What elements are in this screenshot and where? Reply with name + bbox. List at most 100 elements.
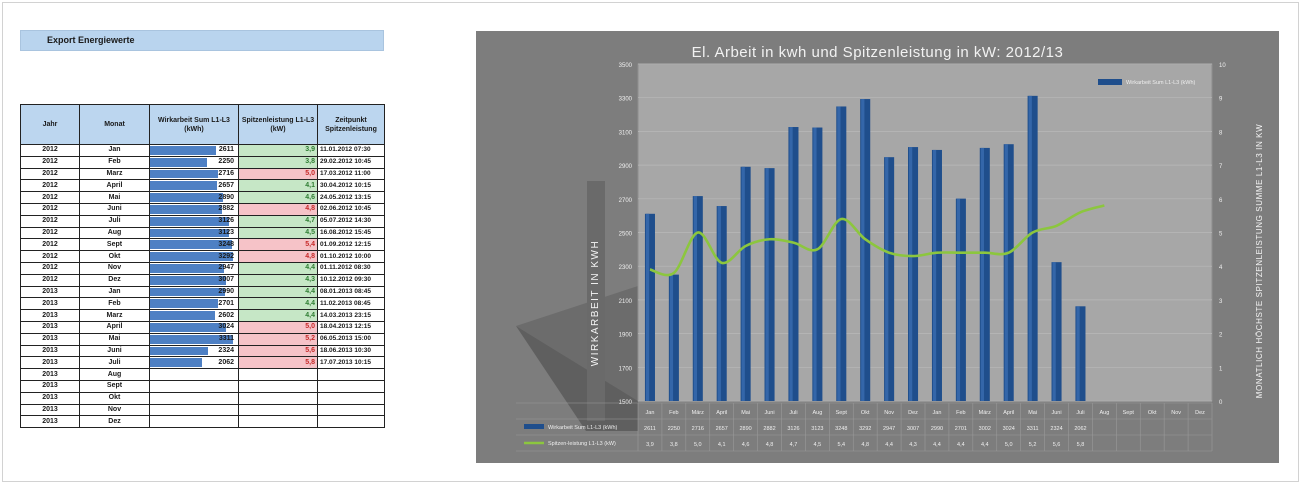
chart-panel: 3500 3300 3100 2900 2700 2500 2300 2100 1900 1700… xyxy=(476,31,1279,463)
y2-tick-label: 1 xyxy=(1219,366,1223,372)
peak-data-label: 4,7 xyxy=(790,442,798,448)
work-databar xyxy=(150,181,217,191)
y-axis-title-backplate xyxy=(587,181,605,421)
cell-time: 18.04.2013 12:15 xyxy=(317,320,385,334)
cell-year: 2012 xyxy=(20,155,80,169)
bar xyxy=(931,149,942,401)
y2-axis-title: MONATLICH HÖCHSTE SPITZENLEISTUNG SUMME … xyxy=(1255,124,1264,398)
cell-peak: 5,0 xyxy=(238,320,318,334)
cell-year: 2012 xyxy=(20,273,80,287)
work-value: 2324 xyxy=(218,346,234,354)
cell-month: Juni xyxy=(79,202,150,216)
cell-year: 2013 xyxy=(20,344,80,358)
bar-highlight xyxy=(669,274,674,401)
chart-title: El. Arbeit in kwh und Spitzenleistung in… xyxy=(691,44,1064,61)
bar xyxy=(1051,262,1062,401)
cell-peak: 5,0 xyxy=(238,167,318,181)
cell-peak: 5,4 xyxy=(238,238,318,252)
table-row: 2012 Sept 3248 5,4 01.09.2012 12:15 xyxy=(20,238,385,252)
work-data-label: 2324 xyxy=(1050,426,1062,432)
x-tick-label: Dez xyxy=(908,410,918,416)
cell-peak xyxy=(238,368,318,381)
bar xyxy=(1075,306,1086,401)
cell-year: 2013 xyxy=(20,320,80,334)
cell-work: 3292 xyxy=(149,250,239,263)
cell-year: 2012 xyxy=(20,191,80,204)
y2-tick-label: 4 xyxy=(1219,265,1223,271)
bar xyxy=(955,198,966,401)
x-tick-label: Juli xyxy=(1076,410,1084,416)
x-tick-label: Juli xyxy=(789,410,797,416)
table-row: 2012 Juni 2882 4,8 02.06.2012 10:45 xyxy=(20,202,385,216)
cell-time: 01.11.2012 08:30 xyxy=(317,261,385,275)
peak-data-label: 5,8 xyxy=(1077,442,1085,448)
cell-time xyxy=(317,379,385,393)
bar-highlight xyxy=(693,196,697,401)
cell-month: Jan xyxy=(79,285,150,299)
bar xyxy=(716,206,727,401)
work-databar xyxy=(150,193,223,202)
cell-month: Okt xyxy=(79,391,150,405)
bar xyxy=(1003,144,1014,401)
cell-month: April xyxy=(79,320,150,334)
cell-month: Juni xyxy=(79,344,150,358)
bar-highlight xyxy=(645,213,650,401)
table-row: 2012 Mai 2890 4,6 24.05.2012 13:15 xyxy=(20,191,385,204)
cell-time: 29.02.2012 10:45 xyxy=(317,155,385,169)
bar-highlight xyxy=(980,147,984,401)
cell-time: 05.07.2012 14:30 xyxy=(317,214,385,228)
y2-tick-label: 3 xyxy=(1219,299,1223,305)
y-tick-label: 2300 xyxy=(619,265,633,271)
peak-data-label: 4,6 xyxy=(742,442,750,448)
cell-work: 2324 xyxy=(149,344,239,358)
cell-year: 2012 xyxy=(20,202,80,216)
bar xyxy=(788,127,799,402)
work-data-label: 3007 xyxy=(907,426,919,432)
cell-time: 17.03.2012 11:00 xyxy=(317,167,385,181)
cell-time: 16.08.2012 15:45 xyxy=(317,226,385,240)
x-tick-label: Jan xyxy=(933,410,942,416)
cell-work: 2701 xyxy=(149,297,239,311)
cell-peak: 5,2 xyxy=(238,332,318,346)
cell-time xyxy=(317,391,385,405)
work-value: 2947 xyxy=(218,264,234,272)
work-databar xyxy=(150,146,216,155)
table-row: 2013 Mai 3311 5,2 06.05.2013 15:00 xyxy=(20,332,385,346)
table-row: 2013 Dez xyxy=(20,415,385,429)
header-peak: Spitzenleistung L1-L3 (kW) xyxy=(238,104,318,145)
peak-data-label: 5,4 xyxy=(837,442,845,448)
table-row: 2013 April 3024 5,0 18.04.2013 12:15 xyxy=(20,320,385,334)
work-value: 2250 xyxy=(218,158,234,166)
work-databar xyxy=(150,299,218,309)
work-data-label: 3024 xyxy=(1003,426,1015,432)
table-row: 2013 Nov xyxy=(20,403,385,417)
cell-time: 08.01.2013 08:45 xyxy=(317,285,385,299)
peak-data-label: 5,0 xyxy=(694,442,702,448)
cell-work: 2882 xyxy=(149,202,239,216)
x-tick-label: März xyxy=(979,410,991,416)
peak-data-label: 4,4 xyxy=(981,442,989,448)
peak-data-label: 4,1 xyxy=(718,442,726,448)
work-databar xyxy=(150,311,216,320)
work-data-label: 3123 xyxy=(811,426,823,432)
work-value: 3024 xyxy=(218,323,234,331)
cell-time: 01.09.2012 12:15 xyxy=(317,238,385,252)
datatable-series-work: Wirkarbeit Sum L1-L3 (kWh) xyxy=(548,425,618,431)
work-databar xyxy=(150,358,202,368)
work-databar xyxy=(150,322,227,332)
cell-work: 2611 xyxy=(149,144,239,157)
x-tick-label: Jan xyxy=(646,410,655,416)
cell-time xyxy=(317,368,385,381)
bar-highlight xyxy=(1076,306,1080,401)
work-value: 3007 xyxy=(218,276,234,284)
bar xyxy=(644,213,655,401)
cell-year: 2012 xyxy=(20,261,80,275)
x-tick-label: Mai xyxy=(741,410,750,416)
y2-tick-label: 9 xyxy=(1219,97,1223,103)
cell-year: 2013 xyxy=(20,309,80,322)
legend-label-work: Wirkarbeit Sum L1-L3 (kWh) xyxy=(1126,80,1196,86)
cell-peak xyxy=(238,403,318,417)
cell-peak: 4,1 xyxy=(238,179,318,193)
cell-peak: 4,4 xyxy=(238,309,318,322)
x-tick-label: Mai xyxy=(1028,410,1037,416)
